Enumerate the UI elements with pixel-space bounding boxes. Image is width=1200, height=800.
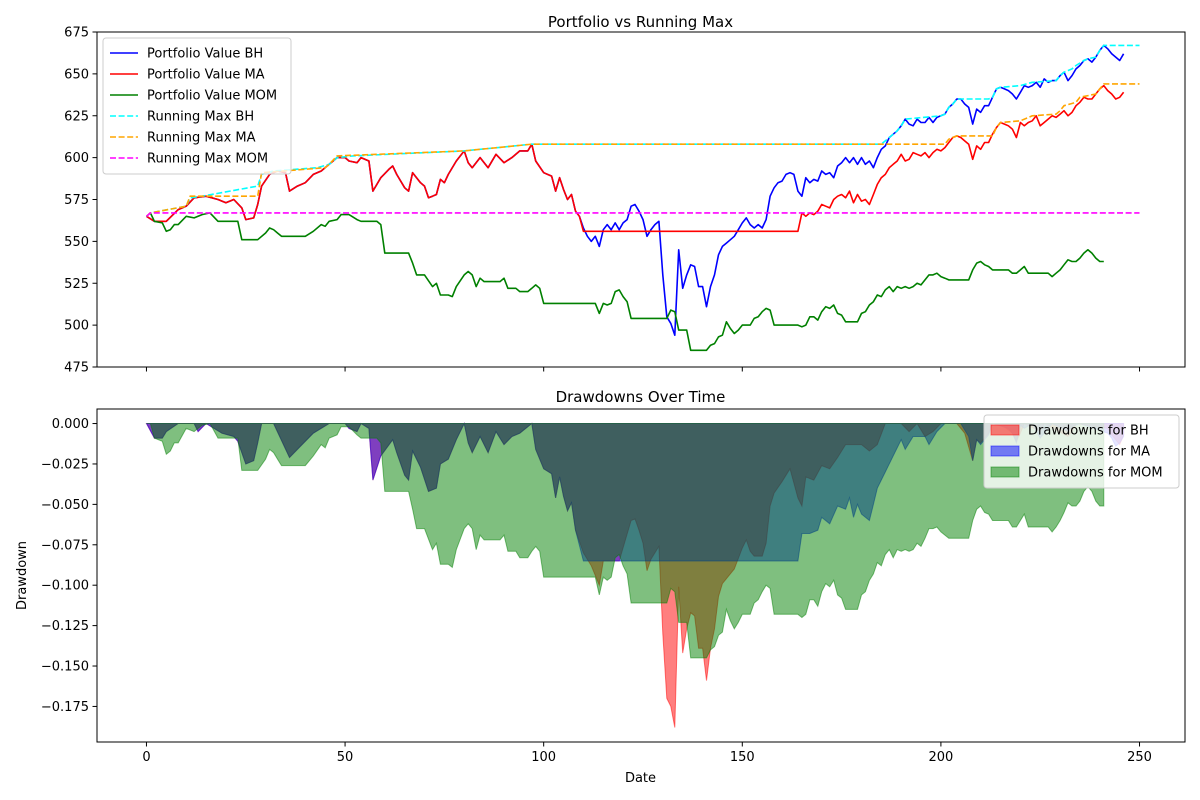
legend-swatch-drawdowns-for-bh [990,424,1020,436]
portfolio-chart: Portfolio vs Running Max 475 500 525 550 575… [64,13,1186,376]
legend-box [983,414,1180,489]
portfolio-chart-y-tick-label: 625 [64,109,89,124]
drawdown-chart: Drawdowns Over Time 0 50 100 150 200 250 −0.17… [15,388,1186,786]
drawdown-chart-y-tick-label: −0.100 [41,579,89,594]
legend-swatch-drawdowns-for-mom [990,466,1020,478]
drawdown-chart-y-tick-label: −0.025 [41,457,89,472]
series-line-running-max-mom [145,212,1140,217]
portfolio-chart-y-tick-label: 500 [64,319,89,334]
drawdown-chart-y-tick-label: −0.125 [41,619,89,634]
portfolio-chart-y-tick-label: 525 [64,277,89,292]
portfolio-chart-legend: Portfolio Value BH Portfolio Value MA Port… [102,37,292,175]
portfolio-chart-y-tick-label: 575 [64,193,89,208]
portfolio-chart-frame [96,31,1186,368]
series-line-portfolio-value-mom [145,212,1104,352]
drawdown-chart-x-tick-label: 250 [1127,750,1152,765]
drawdown-chart-x-tick-label: 0 [142,750,150,765]
drawdown-chart-x-tick-label: 150 [730,750,755,765]
legend-label-running-max-bh: Running Max BH [147,110,254,125]
legend-label-running-max-mom: Running Max MOM [147,152,268,167]
portfolio-chart-y-tick-label: 650 [64,67,89,82]
portfolio-chart-title: Portfolio vs Running Max [548,13,733,31]
portfolio-chart-y-tick-label: 600 [64,151,89,166]
series-line-portfolio-value-ma [146,84,1125,233]
series-area-drawdowns-for-mom [146,422,1105,659]
legend-label-drawdowns-for-ma: Drawdowns for MA [1028,445,1150,460]
legend-label-running-max-ma: Running Max MA [147,131,256,146]
drawdown-chart-y-tick-label: −0.050 [41,498,89,513]
series-line-running-max-ma [145,83,1140,217]
drawdown-chart-y-tick-label: 0.000 [52,417,89,432]
legend-label-drawdowns-for-mom: Drawdowns for MOM [1028,466,1163,481]
drawdown-chart-x-tick-label: 100 [531,750,556,765]
legend-swatch-drawdowns-for-ma [990,445,1020,457]
drawdown-chart-xlabel: Date [625,771,656,786]
legend-label-portfolio-value-mom: Portfolio Value MOM [147,89,277,104]
drawdown-chart-legend: Drawdowns for BH Drawdowns for MA Drawdown… [983,414,1180,489]
drawdown-chart-y-tick-label: −0.150 [41,660,89,675]
drawdown-chart-y-tick-label: −0.175 [41,700,89,715]
legend-label-portfolio-value-bh: Portfolio Value BH [147,47,263,62]
drawdown-chart-x-tick-label: 200 [928,750,953,765]
drawdown-chart-axes: 0 50 100 150 200 250 −0.175 −0.150 −0.125 −0.100 −… [41,417,1152,765]
legend-box [102,37,292,175]
portfolio-chart-y-tick-label: 475 [64,361,89,376]
portfolio-chart-y-tick-label: 675 [64,26,89,41]
legend-label-drawdowns-for-bh: Drawdowns for BH [1028,424,1149,439]
drawdown-chart-title: Drawdowns Over Time [556,388,726,406]
drawdown-chart-ylabel: Drawdown [15,541,30,610]
portfolio-chart-axes: 475 500 525 550 575 600 625 650 675 [64,26,1141,376]
drawdown-chart-y-tick-label: −0.075 [41,538,89,553]
drawdown-chart-frame [96,408,1186,743]
legend-label-portfolio-value-ma: Portfolio Value MA [147,68,265,83]
drawdown-chart-x-tick-label: 50 [337,750,354,765]
portfolio-chart-y-tick-label: 550 [64,235,89,250]
